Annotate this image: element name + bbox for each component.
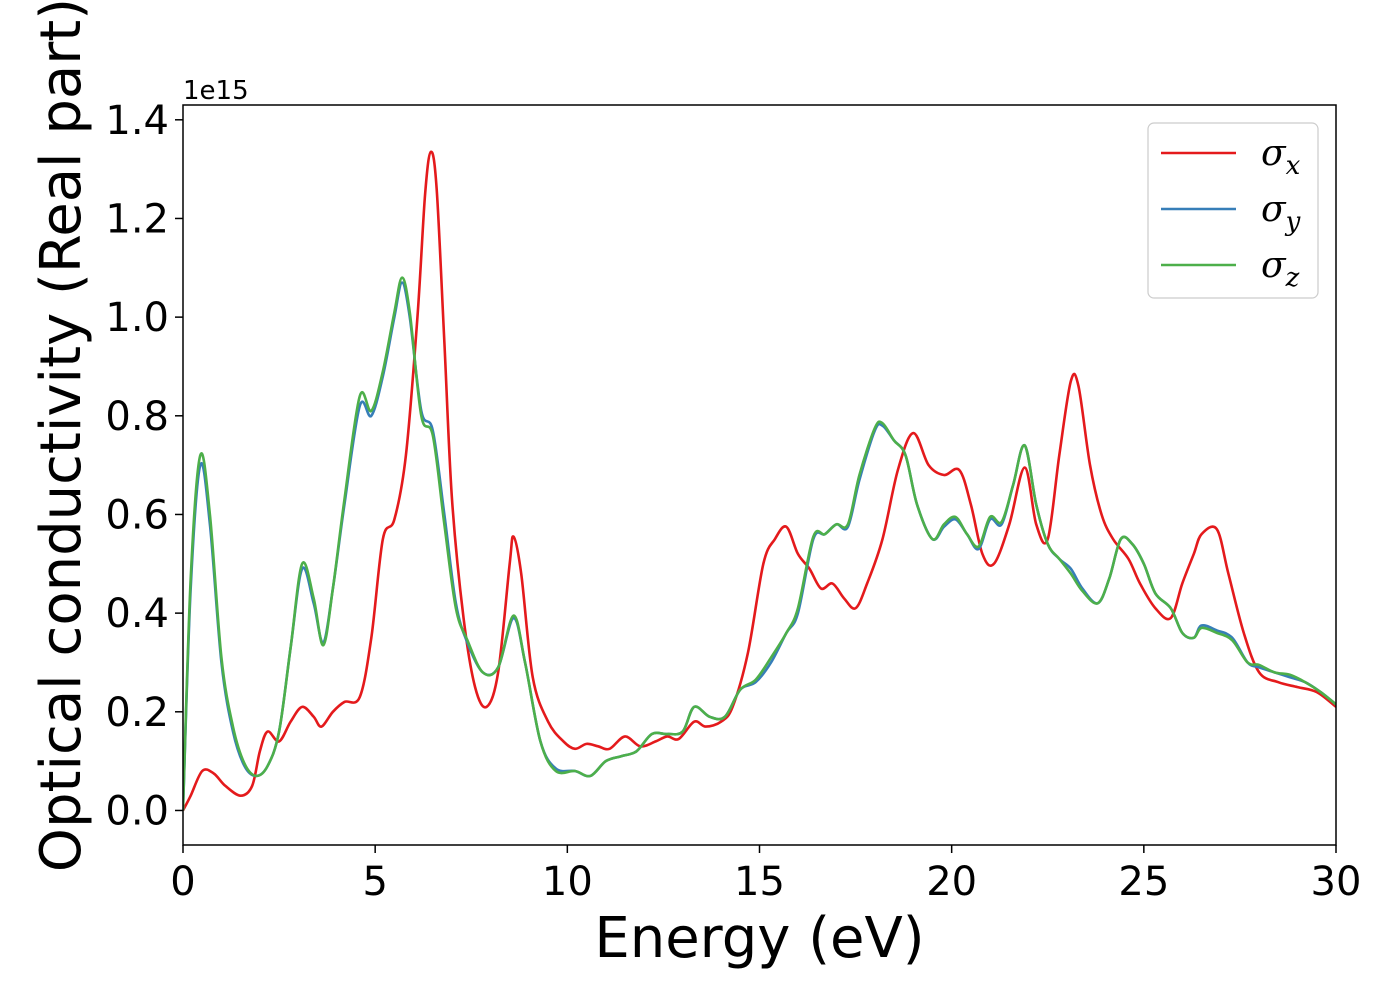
series-line-x <box>183 150 1336 812</box>
y-tick-label: 0.6 <box>105 492 169 538</box>
y-axis: 0.0 0.2 0.4 0.6 0.8 1.0 1.2 1.4 <box>105 98 183 834</box>
x-tick-label: 30 <box>1311 859 1362 905</box>
y-tick-label: 1.2 <box>105 196 169 242</box>
y-tick-label: 0.0 <box>105 788 169 834</box>
y-tick-label: 0.4 <box>105 591 169 637</box>
y-axis-label: Optical conductivity (Real part) <box>29 0 94 872</box>
legend-label-z: σz <box>1261 245 1300 293</box>
y-axis-offset-label: 1e15 <box>183 76 249 106</box>
y-tick-label: 1.4 <box>105 98 169 144</box>
series-line-y <box>183 281 1336 811</box>
series-line-z <box>183 276 1336 811</box>
y-tick-label: 0.8 <box>105 394 169 440</box>
x-tick-label: 10 <box>542 859 593 905</box>
x-tick-label: 0 <box>170 859 195 905</box>
legend-label-x: σx <box>1261 133 1301 181</box>
x-tick-label: 20 <box>926 859 977 905</box>
y-tick-label: 0.2 <box>105 690 169 736</box>
legend: σx σy σz <box>1147 122 1319 299</box>
series-layer <box>183 150 1336 812</box>
x-axis-label: Energy (eV) <box>594 906 924 971</box>
x-tick-label: 15 <box>734 859 785 905</box>
y-tick-label: 1.0 <box>105 295 169 341</box>
x-tick-label: 25 <box>1118 859 1169 905</box>
legend-box <box>1147 122 1319 299</box>
x-tick-label: 5 <box>362 859 387 905</box>
legend-label-y: σy <box>1261 189 1301 237</box>
x-axis: 0 5 10 15 20 25 30 <box>170 845 1361 905</box>
